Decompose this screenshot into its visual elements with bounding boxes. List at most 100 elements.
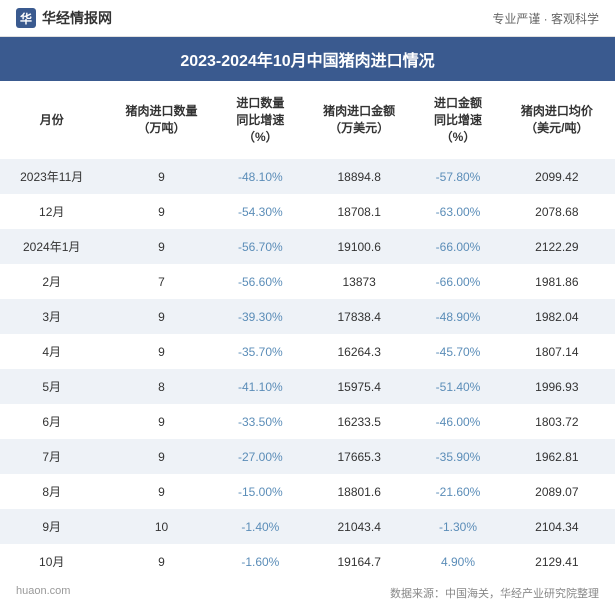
cell-month: 10月	[0, 544, 103, 579]
table-row: 9月10-1.40%21043.4-1.30%2104.34	[0, 509, 615, 544]
cell-amount: 19164.7	[301, 544, 417, 579]
cell-amount: 21043.4	[301, 509, 417, 544]
cell-qty-growth: -27.00%	[220, 439, 301, 474]
logo-text: 华经情报网	[42, 8, 112, 28]
cell-month: 9月	[0, 509, 103, 544]
footer: huaon.com 数据来源：中国海关，华经产业研究院整理	[0, 579, 615, 607]
table-row: 2023年11月9-48.10%18894.8-57.80%2099.42	[0, 159, 615, 194]
table-header-row: 月份 猪肉进口数量（万吨） 进口数量同比增速（%） 猪肉进口金额（万美元） 进口…	[0, 81, 615, 159]
cell-amt-growth: -46.00%	[417, 404, 498, 439]
data-table-container: 月份 猪肉进口数量（万吨） 进口数量同比增速（%） 猪肉进口金额（万美元） 进口…	[0, 81, 615, 579]
cell-month: 6月	[0, 404, 103, 439]
table-row: 6月9-33.50%16233.5-46.00%1803.72	[0, 404, 615, 439]
cell-amount: 17838.4	[301, 299, 417, 334]
cell-qty-growth: -35.70%	[220, 334, 301, 369]
table-row: 4月9-35.70%16264.3-45.70%1807.14	[0, 334, 615, 369]
cell-qty: 8	[103, 369, 219, 404]
table-row: 2月7-56.60%13873-66.00%1981.86	[0, 264, 615, 299]
cell-amt-growth: -21.60%	[417, 474, 498, 509]
cell-price: 1807.14	[499, 334, 615, 369]
cell-qty-growth: -48.10%	[220, 159, 301, 194]
cell-amount: 17665.3	[301, 439, 417, 474]
cell-qty: 9	[103, 544, 219, 579]
cell-amt-growth: -51.40%	[417, 369, 498, 404]
table-row: 5月8-41.10%15975.4-51.40%1996.93	[0, 369, 615, 404]
cell-qty: 9	[103, 194, 219, 229]
cell-amount: 15975.4	[301, 369, 417, 404]
cell-month: 3月	[0, 299, 103, 334]
cell-qty: 9	[103, 334, 219, 369]
footer-source: 数据来源：中国海关，华经产业研究院整理	[390, 588, 599, 600]
page-header: 华 华经情报网 专业严谨 · 客观科学	[0, 0, 615, 37]
cell-price: 1962.81	[499, 439, 615, 474]
col-price: 猪肉进口均价（美元/吨）	[499, 81, 615, 159]
footer-site: huaon.com	[16, 585, 70, 597]
cell-amount: 18801.6	[301, 474, 417, 509]
cell-month: 4月	[0, 334, 103, 369]
cell-month: 2024年1月	[0, 229, 103, 264]
cell-qty-growth: -54.30%	[220, 194, 301, 229]
cell-price: 2089.07	[499, 474, 615, 509]
cell-amt-growth: -66.00%	[417, 229, 498, 264]
col-month: 月份	[0, 81, 103, 159]
cell-price: 2078.68	[499, 194, 615, 229]
cell-amount: 18894.8	[301, 159, 417, 194]
col-amount: 猪肉进口金额（万美元）	[301, 81, 417, 159]
cell-amount: 13873	[301, 264, 417, 299]
table-row: 8月9-15.00%18801.6-21.60%2089.07	[0, 474, 615, 509]
cell-price: 2122.29	[499, 229, 615, 264]
cell-qty: 9	[103, 299, 219, 334]
cell-qty-growth: -41.10%	[220, 369, 301, 404]
cell-price: 2129.41	[499, 544, 615, 579]
cell-qty-growth: -1.40%	[220, 509, 301, 544]
cell-month: 2023年11月	[0, 159, 103, 194]
col-qty: 猪肉进口数量（万吨）	[103, 81, 219, 159]
cell-qty: 9	[103, 439, 219, 474]
cell-amt-growth: -63.00%	[417, 194, 498, 229]
col-amt-growth: 进口金额同比增速（%）	[417, 81, 498, 159]
cell-qty: 9	[103, 159, 219, 194]
table-row: 3月9-39.30%17838.4-48.90%1982.04	[0, 299, 615, 334]
table-row: 12月9-54.30%18708.1-63.00%2078.68	[0, 194, 615, 229]
table-row: 7月9-27.00%17665.3-35.90%1962.81	[0, 439, 615, 474]
col-qty-growth: 进口数量同比增速（%）	[220, 81, 301, 159]
title-bar: 2023-2024年10月中国猪肉进口情况	[0, 37, 615, 81]
cell-amt-growth: -66.00%	[417, 264, 498, 299]
cell-qty: 9	[103, 474, 219, 509]
cell-qty-growth: -15.00%	[220, 474, 301, 509]
cell-price: 1803.72	[499, 404, 615, 439]
table-row: 10月9-1.60%19164.74.90%2129.41	[0, 544, 615, 579]
cell-amt-growth: -48.90%	[417, 299, 498, 334]
cell-amt-growth: -57.80%	[417, 159, 498, 194]
cell-month: 12月	[0, 194, 103, 229]
cell-price: 2104.34	[499, 509, 615, 544]
cell-month: 5月	[0, 369, 103, 404]
cell-amt-growth: -45.70%	[417, 334, 498, 369]
cell-amt-growth: -1.30%	[417, 509, 498, 544]
cell-qty-growth: -1.60%	[220, 544, 301, 579]
cell-amount: 16264.3	[301, 334, 417, 369]
logo-icon: 华	[16, 8, 36, 28]
cell-qty-growth: -39.30%	[220, 299, 301, 334]
cell-amount: 18708.1	[301, 194, 417, 229]
cell-price: 1981.86	[499, 264, 615, 299]
cell-qty: 9	[103, 404, 219, 439]
cell-qty: 10	[103, 509, 219, 544]
cell-qty-growth: -56.60%	[220, 264, 301, 299]
tagline: 专业严谨 · 客观科学	[492, 10, 599, 27]
cell-amount: 19100.6	[301, 229, 417, 264]
cell-price: 1982.04	[499, 299, 615, 334]
cell-qty-growth: -56.70%	[220, 229, 301, 264]
table-row: 2024年1月9-56.70%19100.6-66.00%2122.29	[0, 229, 615, 264]
cell-price: 2099.42	[499, 159, 615, 194]
cell-amount: 16233.5	[301, 404, 417, 439]
cell-amt-growth: -35.90%	[417, 439, 498, 474]
cell-qty: 9	[103, 229, 219, 264]
cell-price: 1996.93	[499, 369, 615, 404]
data-table: 月份 猪肉进口数量（万吨） 进口数量同比增速（%） 猪肉进口金额（万美元） 进口…	[0, 81, 615, 579]
cell-month: 7月	[0, 439, 103, 474]
cell-month: 8月	[0, 474, 103, 509]
logo-area: 华 华经情报网	[16, 8, 112, 28]
cell-qty-growth: -33.50%	[220, 404, 301, 439]
cell-amt-growth: 4.90%	[417, 544, 498, 579]
